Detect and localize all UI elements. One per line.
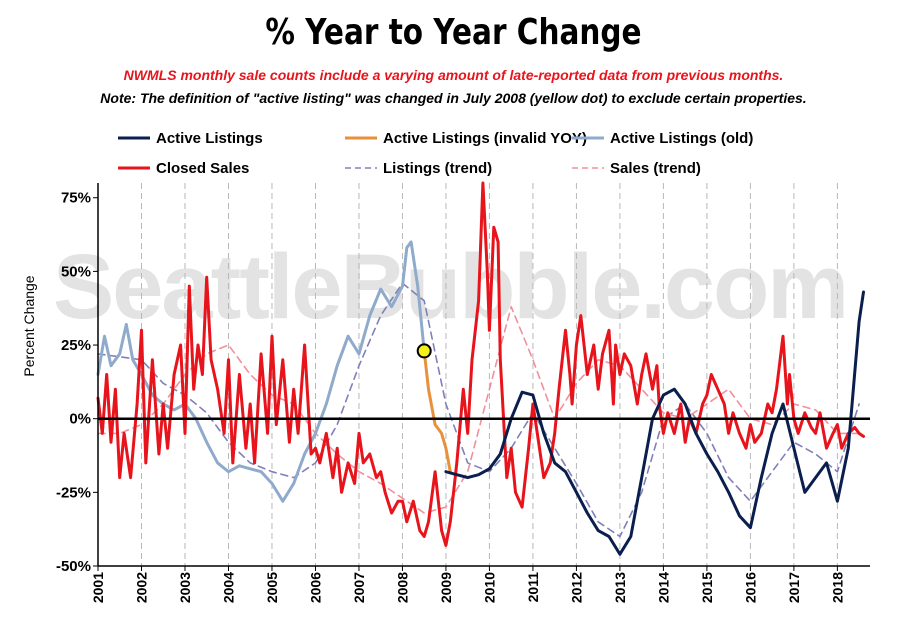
x-tick-label: 2002: [133, 572, 149, 603]
x-tick-label: 2006: [307, 572, 323, 603]
series-line-active-listings: [444, 290, 865, 556]
series-line-sales-trend: [97, 305, 860, 514]
y-tick-label: -50%: [56, 558, 91, 575]
watermark-text: SeattleBubble.com: [53, 236, 847, 338]
legend-label: Closed Sales: [156, 160, 249, 177]
definition-change-marker: [416, 343, 432, 359]
legend-label: Active Listings (invalid YOY): [383, 130, 587, 147]
x-tick-label: 2007: [351, 572, 367, 603]
x-tick-label: 2017: [786, 572, 802, 603]
legend-label: Active Listings (old): [610, 130, 753, 147]
y-axis-label: Percent Change: [21, 275, 37, 376]
series-line-listings-trend: [97, 282, 860, 538]
axes: -50% -25% 0% 25% 50% 75% 2001 2002 2003 2004 2005 2…: [56, 183, 870, 603]
x-tick-label: 2011: [525, 572, 541, 603]
y-tick-label: 25%: [61, 337, 91, 354]
legend: Active Listings Active Listings (invalid …: [118, 130, 753, 177]
x-tick-label: 2012: [568, 572, 584, 603]
y-tick-label: 75%: [61, 190, 91, 207]
series-layer: [96, 181, 865, 556]
legend-label: Sales (trend): [610, 160, 701, 177]
subtitle-late-reported-note: NWMLS monthly sale counts include a vary…: [123, 67, 784, 83]
subtitle-definition-note: Note: The definition of "active listing"…: [100, 90, 807, 106]
x-tick-label: 2018: [829, 572, 845, 603]
x-tick-label: 2005: [264, 572, 280, 603]
x-tick-label: 2014: [655, 572, 671, 603]
y-tick-label: 50%: [61, 263, 91, 280]
x-tick-label: 2008: [394, 572, 410, 603]
series-line-closed-sales: [96, 181, 865, 547]
x-tick-label: 2009: [438, 572, 454, 603]
y-tick-label: 0%: [69, 411, 91, 428]
x-tick-label: 2013: [612, 572, 628, 603]
x-tick-label: 2010: [481, 572, 497, 603]
x-tick-label: 2003: [177, 572, 193, 603]
legend-label: Listings (trend): [383, 160, 492, 177]
legend-label: Active Listings: [156, 130, 263, 147]
chart-title: % Year to Year Change: [265, 12, 642, 53]
x-tick-label: 2015: [699, 572, 715, 603]
x-tick-label: 2004: [220, 572, 236, 603]
series-line-active-listings-invalid-yoy: [422, 349, 452, 474]
x-tick-label: 2001: [90, 572, 106, 603]
y-tick-label: -25%: [56, 484, 91, 501]
x-tick-label: 2016: [742, 572, 758, 603]
